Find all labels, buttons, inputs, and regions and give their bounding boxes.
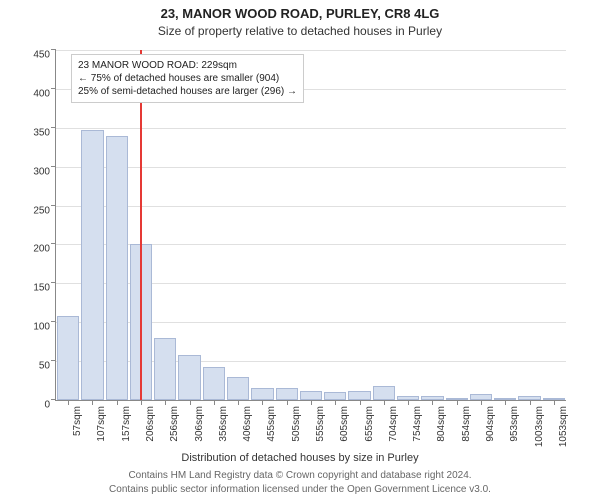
y-tick-label: 50 [26, 361, 50, 372]
bar [348, 391, 370, 400]
annotation-line1: 23 MANOR WOOD ROAD: 229sqm [78, 59, 297, 72]
bar [276, 388, 298, 400]
chart-container: { "chart": { "type": "histogram", "title… [0, 0, 600, 500]
x-tick-label: 406sqm [242, 406, 253, 454]
footer-line1: Contains HM Land Registry data © Crown c… [0, 470, 600, 481]
x-tick-label: 704sqm [388, 406, 399, 454]
x-tick-label: 655sqm [364, 406, 375, 454]
x-tick-label: 206sqm [145, 406, 156, 454]
y-tick-label: 150 [26, 283, 50, 294]
x-tick-label: 754sqm [412, 406, 423, 454]
x-tick-label: 953sqm [509, 406, 520, 454]
bar [178, 355, 200, 400]
y-tick-label: 350 [26, 127, 50, 138]
y-tick-label: 400 [26, 88, 50, 99]
bar [57, 316, 79, 400]
x-tick-label: 555sqm [315, 406, 326, 454]
x-tick-label: 804sqm [436, 406, 447, 454]
y-tick-label: 0 [26, 400, 50, 411]
annotation-line3: 25% of semi-detached houses are larger (… [78, 85, 297, 98]
x-tick-label: 1003sqm [534, 406, 545, 454]
y-tick-label: 250 [26, 205, 50, 216]
x-tick-label: 356sqm [218, 406, 229, 454]
y-tick-label: 300 [26, 166, 50, 177]
bar [81, 130, 103, 400]
bar [203, 367, 225, 400]
annotation-line2: ← 75% of detached houses are smaller (90… [78, 72, 297, 85]
x-tick-label: 107sqm [96, 406, 107, 454]
annotation-box: 23 MANOR WOOD ROAD: 229sqm ← 75% of deta… [71, 54, 304, 103]
bar [373, 386, 395, 400]
footer-line2: Contains public sector information licen… [0, 484, 600, 495]
bar [106, 136, 128, 400]
x-tick-label: 157sqm [121, 406, 132, 454]
x-tick-label: 455sqm [266, 406, 277, 454]
bar [251, 388, 273, 400]
y-tick-label: 450 [26, 50, 50, 61]
x-tick-label: 57sqm [72, 406, 83, 454]
bar [300, 391, 322, 400]
y-tick-label: 100 [26, 322, 50, 333]
x-tick-label: 1053sqm [558, 406, 569, 454]
chart-subtitle: Size of property relative to detached ho… [0, 24, 600, 38]
bar [154, 338, 176, 400]
x-tick-label: 904sqm [485, 406, 496, 454]
y-tick-label: 200 [26, 244, 50, 255]
x-tick-label: 605sqm [339, 406, 350, 454]
bar [227, 377, 249, 400]
plot-area: Number of detached properties 57sqm107sq… [55, 50, 566, 401]
chart-title: 23, MANOR WOOD ROAD, PURLEY, CR8 4LG [0, 6, 600, 21]
bar [324, 392, 346, 400]
x-tick-label: 505sqm [291, 406, 302, 454]
x-tick-label: 256sqm [169, 406, 180, 454]
x-axis-label: Distribution of detached houses by size … [0, 452, 600, 464]
x-tick-label: 854sqm [461, 406, 472, 454]
x-tick-label: 306sqm [194, 406, 205, 454]
